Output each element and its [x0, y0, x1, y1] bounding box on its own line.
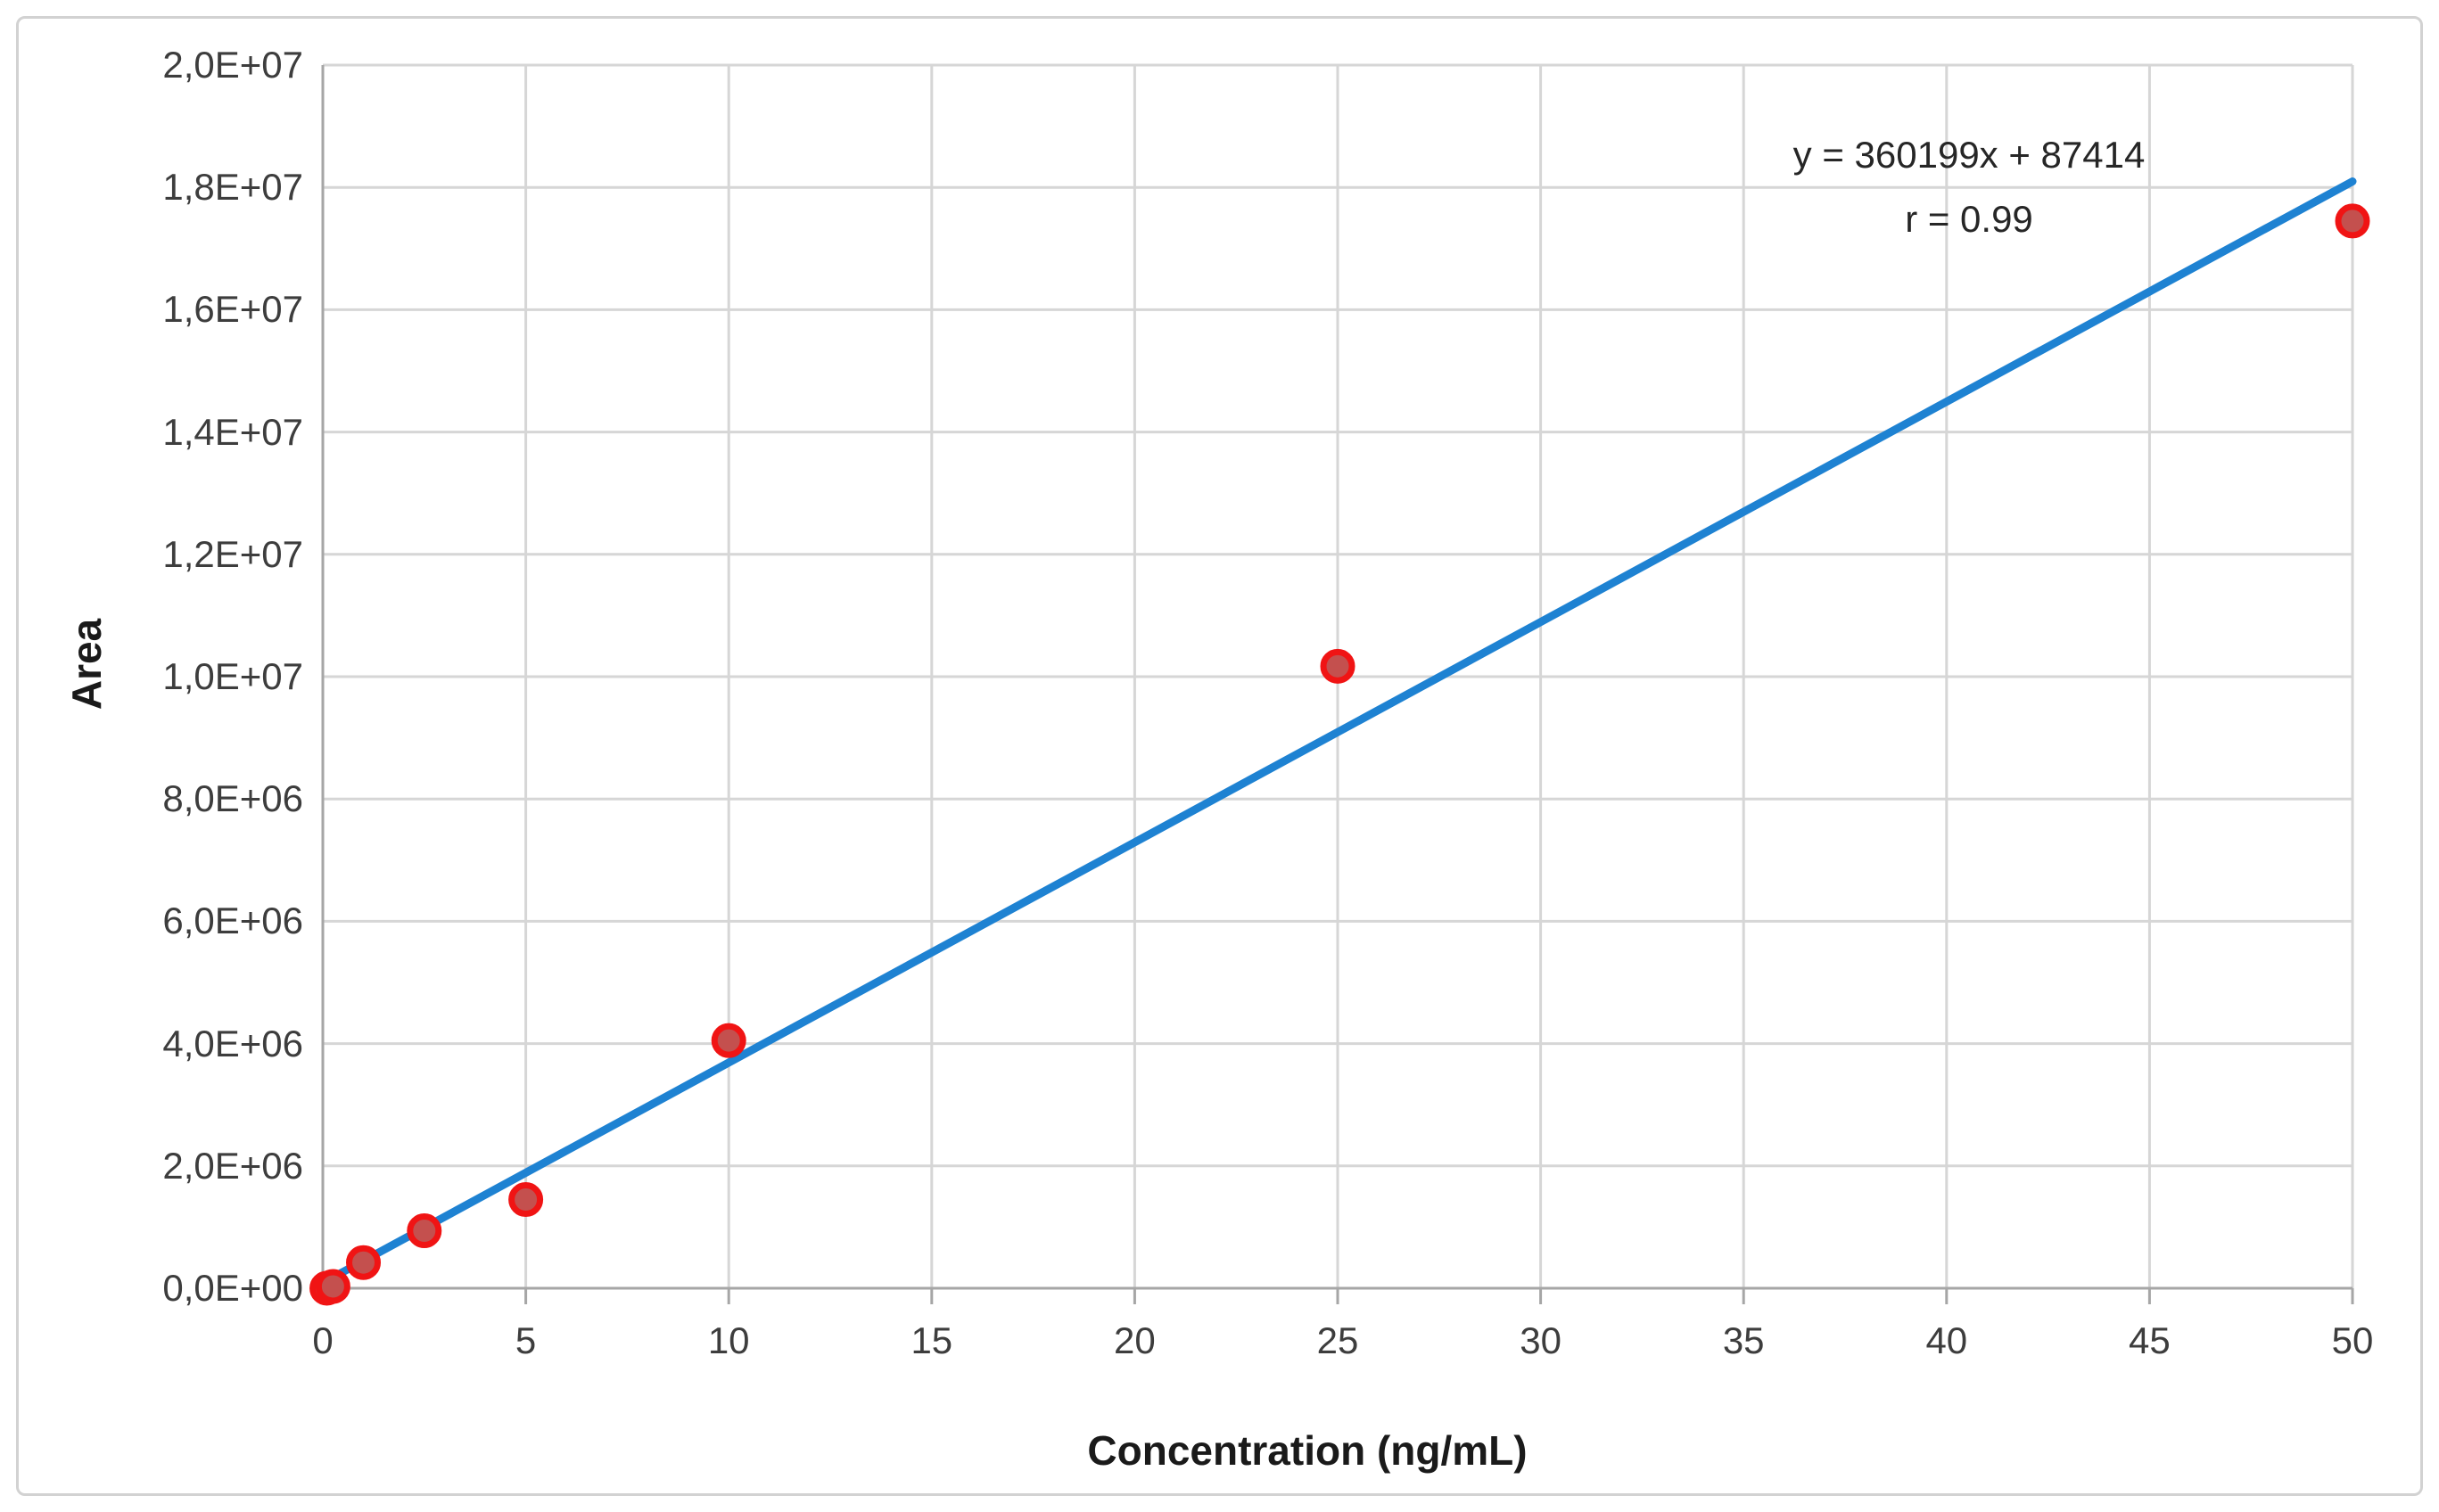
y-axis-title: Area: [63, 618, 110, 711]
x-tick-label: 5: [515, 1319, 537, 1361]
data-point: [1320, 648, 1355, 684]
x-tick-label: 0: [312, 1319, 334, 1361]
y-tick-label: 1,0E+07: [162, 655, 303, 697]
trendline-equation-block: y = 360199x + 87414 r = 0.99: [1793, 123, 2146, 251]
x-tick-label: 25: [1316, 1319, 1359, 1361]
x-tick-label: 10: [707, 1319, 750, 1361]
x-tick-label: 15: [911, 1319, 953, 1361]
y-tick-label: 4,0E+06: [162, 1022, 303, 1064]
data-point: [346, 1245, 382, 1280]
y-tick-label: 8,0E+06: [162, 777, 303, 820]
data-point: [508, 1182, 544, 1218]
y-tick-label: 0,0E+00: [162, 1267, 303, 1309]
x-tick-label: 30: [1520, 1319, 1561, 1361]
data-point: [2335, 203, 2370, 239]
y-tick-label: 2,0E+06: [162, 1144, 303, 1187]
x-tick-label: 40: [1925, 1319, 1968, 1361]
trendline: [318, 177, 2357, 1287]
y-tick-label: 1,2E+07: [162, 532, 303, 575]
y-tick-label: 2,0E+07: [162, 44, 303, 86]
x-tick-label: 20: [1114, 1319, 1156, 1361]
x-tick-label: 50: [2331, 1319, 2374, 1361]
x-tick-label: 45: [2129, 1319, 2171, 1361]
x-axis-title: Concentration (ng/mL): [1087, 1427, 1528, 1474]
data-point: [315, 1269, 350, 1304]
r-value-line: r = 0.99: [1905, 198, 2033, 240]
y-tick-label: 6,0E+06: [162, 900, 303, 942]
data-point: [711, 1023, 746, 1058]
data-point: [407, 1213, 442, 1249]
y-tick-label: 1,8E+07: [162, 166, 303, 209]
y-tick-label: 1,4E+07: [162, 410, 303, 453]
equation-line: y = 360199x + 87414: [1792, 134, 2146, 176]
x-tick-label: 35: [1722, 1319, 1765, 1361]
y-tick-label: 1,6E+07: [162, 288, 303, 331]
